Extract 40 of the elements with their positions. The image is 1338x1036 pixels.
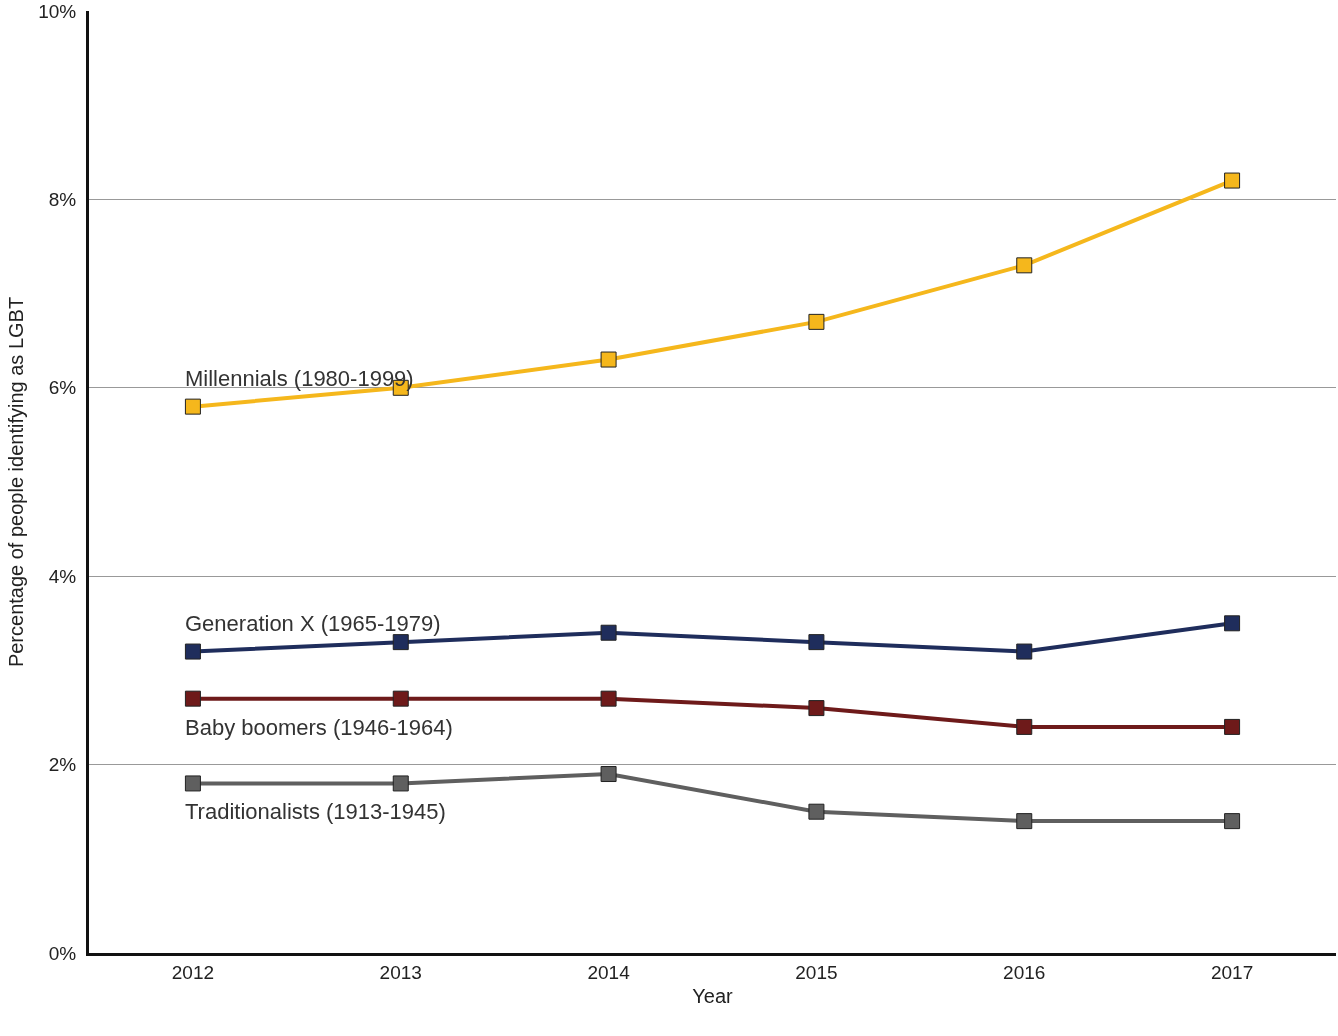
y-tick-label: 0% <box>48 942 77 964</box>
x-tick-label: 2013 <box>379 961 422 983</box>
point <box>1224 615 1241 632</box>
point <box>808 313 825 330</box>
x-axis-title: Year <box>692 985 734 1008</box>
point <box>600 624 617 641</box>
point <box>1016 643 1033 660</box>
point <box>1016 257 1033 274</box>
point <box>1016 813 1033 830</box>
point <box>392 690 409 707</box>
y-axis-title: Percentage of people identifying as LGBT <box>4 296 27 668</box>
y-tick-label: 2% <box>48 754 77 776</box>
point <box>808 803 825 820</box>
point <box>1224 718 1241 735</box>
x-tick-label: 2014 <box>587 961 631 983</box>
series-label: Generation X (1965-1979) <box>185 611 441 636</box>
series-label: Baby boomers (1946-1964) <box>185 715 453 740</box>
point <box>1224 172 1241 189</box>
point <box>1224 813 1241 830</box>
x-tick-label: 2012 <box>171 961 215 983</box>
x-tick-label: 2015 <box>795 961 838 983</box>
x-tick-label: 2017 <box>1210 961 1254 983</box>
point <box>600 766 617 783</box>
point <box>808 700 825 717</box>
point <box>1016 718 1033 735</box>
point <box>392 775 409 792</box>
series-label: Traditionalists (1913-1945) <box>185 799 446 824</box>
y-tick-label: 4% <box>48 565 77 587</box>
y-tick-label: 6% <box>48 377 77 399</box>
point <box>600 351 617 368</box>
y-tick-label: 10% <box>38 0 77 22</box>
point <box>184 775 201 792</box>
point <box>184 398 201 415</box>
point <box>600 690 617 707</box>
series-label: Millennials (1980-1999) <box>185 366 414 391</box>
point <box>808 634 825 651</box>
x-tick-label: 2016 <box>1003 961 1046 983</box>
y-tick-label: 8% <box>48 189 77 211</box>
point <box>184 690 201 707</box>
point <box>184 643 201 660</box>
